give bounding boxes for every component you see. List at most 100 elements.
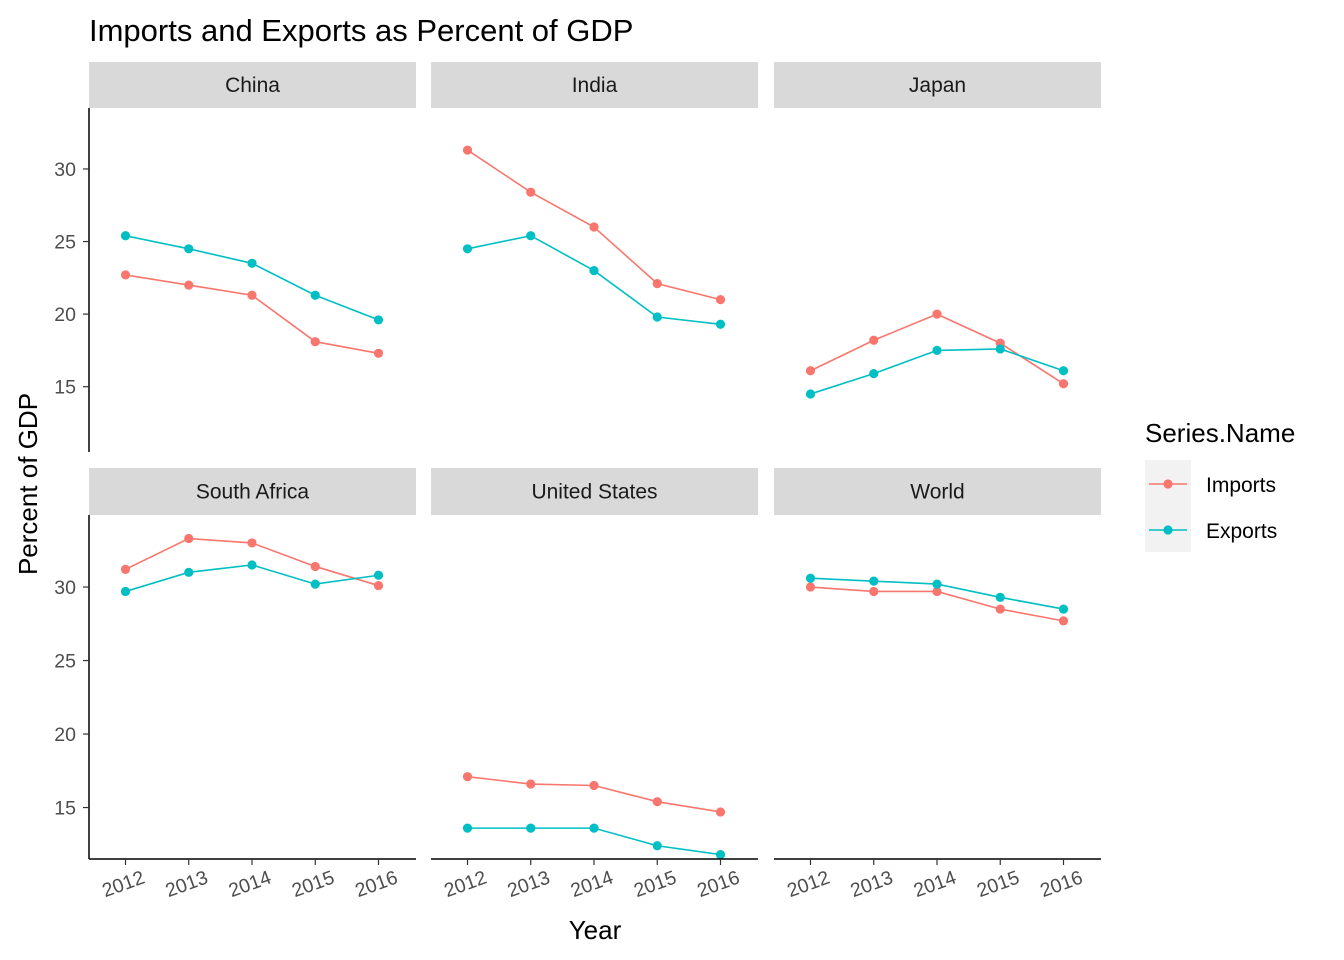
point-world-imports-2014: [932, 586, 942, 597]
facet-strip-world: [774, 468, 1101, 515]
legend-key-background: [1145, 460, 1191, 552]
point-world-exports-2016: [1058, 604, 1069, 614]
x-tick-label-united-states-2016: 2016: [694, 867, 742, 903]
point-japan-exports-2012: [805, 389, 816, 399]
legend: Series.Name Imports Exports: [1145, 418, 1295, 552]
point-japan-imports-2014: [932, 309, 942, 319]
series-line-india-exports: [467, 234, 721, 326]
legend-point-imports: [1163, 479, 1173, 489]
x-tick-label-world-2013: 2013: [848, 867, 896, 903]
point-united-states-imports-2012: [462, 772, 473, 782]
series-line-japan-exports: [810, 348, 1064, 395]
series-line-china-imports: [125, 274, 379, 355]
point-south-africa-imports-2013: [184, 533, 194, 544]
point-south-africa-imports-2016: [373, 580, 384, 591]
point-india-exports-2015: [652, 312, 662, 322]
x-tick-label-world-2014: 2014: [911, 867, 959, 903]
x-tick-label-world-2012: 2012: [784, 867, 832, 903]
legend-point-exports: [1163, 525, 1173, 535]
point-china-exports-2016: [373, 315, 384, 325]
facet-strip-india: [431, 62, 758, 108]
point-japan-imports-2013: [869, 335, 879, 345]
point-united-states-exports-2015: [652, 841, 662, 851]
point-japan-exports-2013: [869, 369, 879, 379]
y-tick-label-row1-15: 15: [54, 377, 76, 399]
facet-label-japan: Japan: [909, 74, 966, 97]
legend-label-exports: Exports: [1206, 520, 1277, 543]
point-united-states-imports-2016: [715, 807, 726, 817]
facet-strip-united-states: [431, 468, 758, 515]
x-tick-label-world-2016: 2016: [1037, 867, 1085, 903]
point-united-states-imports-2015: [652, 797, 662, 807]
facet-strip-japan: [774, 62, 1101, 108]
facet-label-india: India: [572, 74, 618, 97]
x-axes: 2012 2013 2014 2015 2016 2012 2013 2014 2015 2016…: [89, 858, 1101, 903]
x-tick-label-united-states-2015: 2015: [631, 867, 679, 903]
legend-label-imports: Imports: [1206, 474, 1276, 497]
point-india-imports-2016: [715, 294, 726, 305]
y-tick-label-row2-25: 25: [54, 651, 76, 673]
point-india-imports-2015: [652, 279, 662, 289]
x-tick-label-south-africa-2016: 2016: [352, 867, 400, 903]
facet-strip-china: [89, 62, 416, 108]
point-united-states-exports-2012: [462, 823, 473, 833]
x-tick-label-south-africa-2013: 2013: [163, 867, 211, 903]
x-tick-label-united-states-2014: 2014: [568, 867, 616, 903]
point-china-imports-2016: [373, 348, 384, 358]
point-china-imports-2014: [247, 290, 257, 300]
chart-title: Imports and Exports as Percent of GDP: [89, 13, 633, 48]
point-japan-imports-2016: [1058, 379, 1069, 389]
point-south-africa-exports-2013: [184, 567, 194, 577]
point-south-africa-imports-2012: [120, 564, 131, 574]
facet-world: World: [774, 468, 1101, 626]
y-tick-label-row1-30: 30: [54, 159, 76, 181]
y-tick-label-row1-20: 20: [54, 304, 76, 326]
point-south-africa-imports-2014: [247, 538, 257, 548]
point-united-states-imports-2014: [589, 780, 599, 791]
point-japan-exports-2016: [1058, 366, 1069, 376]
y-tick-label-row2-20: 20: [54, 724, 76, 746]
x-tick-label-south-africa-2012: 2012: [99, 867, 147, 903]
legend-title: Series.Name: [1145, 418, 1295, 448]
y-tick-label-row2-15: 15: [54, 798, 76, 820]
facet-strip-south-africa: [89, 468, 416, 515]
facet-india: India: [431, 62, 758, 329]
point-china-exports-2013: [184, 244, 194, 254]
point-japan-imports-2012: [805, 366, 816, 376]
point-united-states-exports-2014: [589, 823, 599, 833]
point-china-exports-2014: [247, 258, 257, 268]
facet-label-world: World: [910, 481, 964, 504]
series-line-china-exports: [125, 234, 379, 321]
facet-label-united-states: United States: [531, 481, 657, 504]
x-tick-label-united-states-2013: 2013: [505, 867, 553, 903]
point-world-imports-2013: [869, 586, 879, 597]
point-south-africa-exports-2014: [247, 560, 257, 570]
x-tick-label-united-states-2012: 2012: [441, 867, 489, 903]
y-axes: 15 20 25 30 15 20 25 30: [54, 108, 90, 859]
point-world-exports-2015: [995, 592, 1005, 602]
facet-china: China: [89, 62, 416, 358]
point-china-imports-2013: [184, 280, 194, 290]
facet-south-africa: South Africa: [89, 468, 416, 597]
point-world-imports-2012: [805, 582, 816, 592]
point-india-exports-2012: [462, 244, 473, 254]
facet-japan: Japan: [774, 62, 1101, 399]
point-world-imports-2015: [995, 604, 1005, 614]
point-india-imports-2013: [526, 187, 536, 197]
point-india-exports-2014: [589, 265, 599, 276]
point-india-exports-2013: [526, 231, 536, 241]
facet-label-south-africa: South Africa: [196, 481, 310, 504]
y-tick-label-row1-25: 25: [54, 232, 76, 254]
y-tick-label-row2-30: 30: [54, 577, 76, 599]
point-world-exports-2012: [805, 573, 816, 583]
point-united-states-imports-2013: [526, 779, 536, 789]
x-tick-label-world-2015: 2015: [974, 867, 1022, 903]
point-united-states-exports-2013: [526, 823, 536, 833]
point-world-imports-2016: [1058, 616, 1069, 626]
x-tick-label-south-africa-2014: 2014: [226, 867, 274, 903]
point-world-exports-2013: [869, 576, 879, 586]
point-china-exports-2012: [120, 231, 131, 241]
point-china-exports-2015: [310, 290, 320, 300]
point-south-africa-exports-2015: [310, 579, 320, 589]
